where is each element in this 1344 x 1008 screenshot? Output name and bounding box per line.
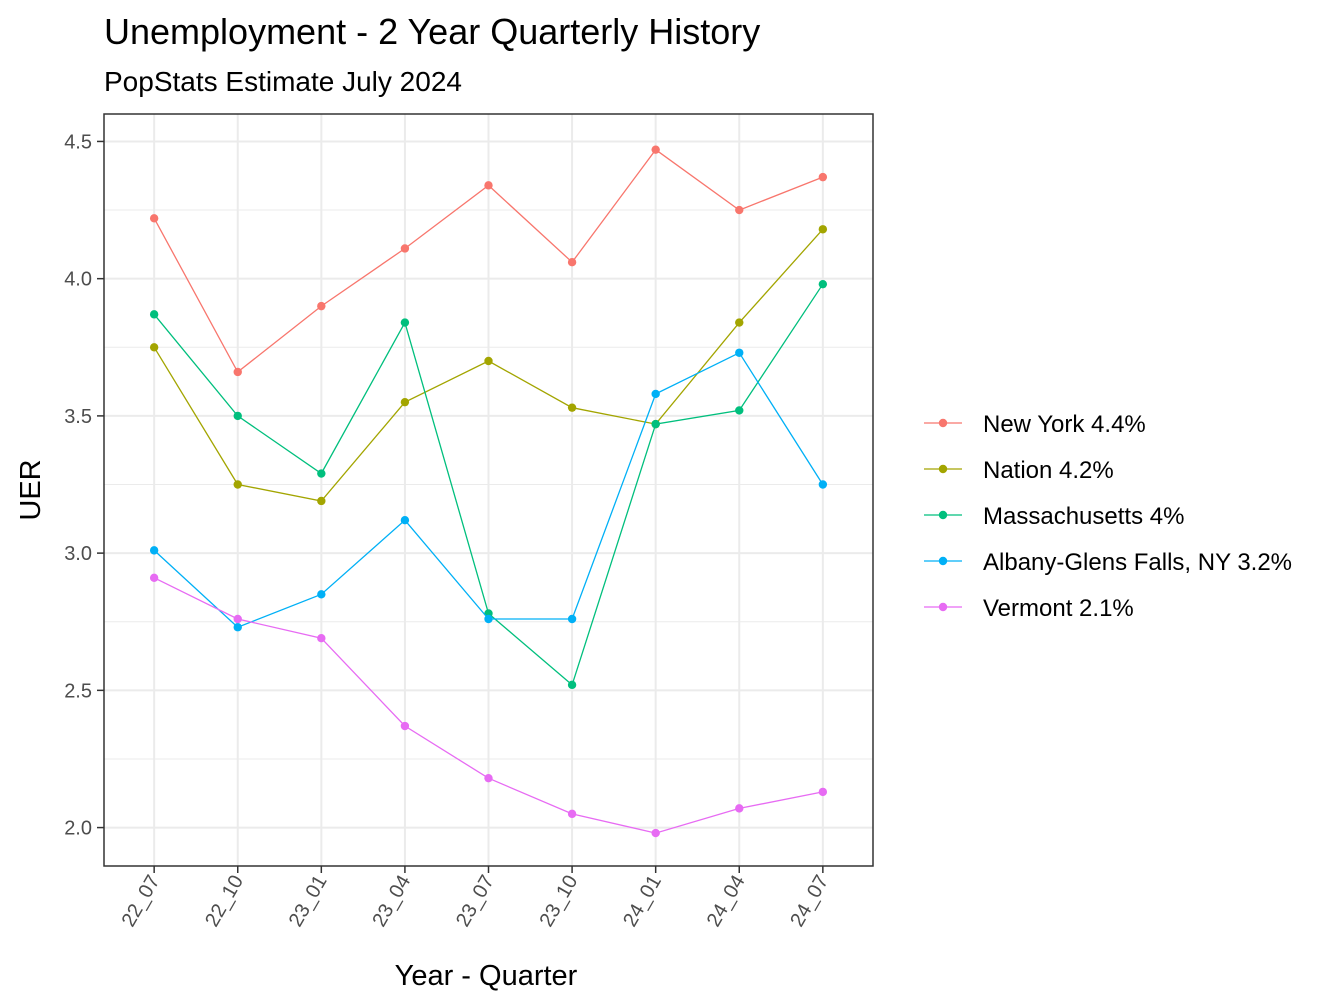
data-point (400, 244, 410, 253)
chart-subtitle: PopStats Estimate July 2024 (104, 66, 462, 97)
data-point (567, 403, 577, 412)
legend-label: Vermont 2.1% (983, 595, 1134, 622)
data-point (317, 301, 326, 311)
data-point (484, 614, 493, 624)
data-point (567, 614, 577, 624)
legend-label: New York 4.4% (983, 411, 1146, 438)
data-point (400, 318, 410, 327)
data-point (233, 480, 242, 489)
y-tick-label: 2.0 (64, 818, 92, 840)
legend-key-point (938, 418, 948, 428)
data-point (651, 828, 660, 838)
data-point (651, 145, 660, 154)
x-axis-title: Year - Quarter (395, 960, 578, 992)
data-point (567, 258, 577, 267)
x-tick-label: 24_07 (786, 872, 833, 931)
data-point (651, 419, 660, 429)
series-layer (149, 145, 828, 838)
data-point (735, 804, 744, 813)
data-point (484, 773, 493, 783)
y-axis-title: UER (15, 459, 47, 520)
data-point (567, 809, 577, 819)
data-point (735, 348, 744, 357)
data-point (149, 546, 159, 555)
legend-item: Massachusetts 4% (924, 503, 1184, 530)
data-point (400, 721, 410, 731)
series-0 (149, 145, 828, 377)
y-tick-label: 2.5 (64, 680, 92, 702)
y-tick-label: 3.5 (64, 406, 92, 428)
data-point (149, 573, 159, 583)
legend-item: Vermont 2.1% (924, 595, 1134, 622)
data-point (567, 680, 577, 690)
legend-label: Massachusetts 4% (983, 503, 1184, 530)
series-4 (149, 573, 828, 838)
data-point (735, 406, 744, 415)
y-tick-label: 4.0 (64, 269, 92, 291)
data-point (317, 496, 326, 506)
y-tick-label: 4.5 (64, 131, 92, 153)
legend-key-point (938, 510, 948, 520)
data-point (735, 205, 744, 215)
data-point (818, 225, 828, 234)
data-point (233, 614, 242, 624)
x-axis: 22_07 22_10 23_01 23_04 23_07 23_10 24_01 24_04… (118, 866, 833, 931)
data-point (818, 480, 828, 489)
data-point (735, 318, 744, 327)
legend-label: Albany-Glens Falls, NY 3.2% (983, 549, 1292, 576)
legend: New York 4.4% Nation 4.2% Massachusetts 4%… (924, 411, 1292, 622)
data-point (651, 389, 660, 399)
data-point (400, 515, 410, 525)
grid-major (104, 114, 873, 866)
x-tick-label: 24_01 (619, 872, 666, 931)
x-tick-label: 23_04 (368, 872, 415, 931)
data-point (818, 279, 828, 289)
data-point (317, 469, 326, 478)
x-tick-label: 23_07 (452, 872, 499, 931)
data-point (233, 411, 242, 421)
data-point (484, 181, 493, 190)
x-tick-label: 24_04 (703, 872, 750, 931)
data-point (818, 787, 828, 797)
y-tick-label: 3.0 (64, 543, 92, 565)
data-point (149, 214, 159, 223)
data-point (233, 623, 242, 632)
data-point (233, 367, 242, 377)
x-tick-label: 22_07 (118, 872, 165, 931)
y-axis: 2.0 2.5 3.0 3.5 4.0 4.5 (64, 131, 104, 840)
x-tick-label: 23_01 (285, 872, 332, 931)
chart-title: Unemployment - 2 Year Quarterly History (104, 11, 760, 52)
legend-key-point (938, 556, 948, 566)
data-point (484, 356, 493, 366)
data-point (317, 634, 326, 643)
data-point (818, 172, 828, 182)
legend-key-point (938, 464, 948, 474)
legend-item: New York 4.4% (924, 411, 1146, 438)
legend-item: Nation 4.2% (924, 457, 1114, 484)
data-point (149, 310, 159, 319)
data-point (317, 590, 326, 599)
legend-item: Albany-Glens Falls, NY 3.2% (924, 549, 1292, 576)
legend-key-point (938, 602, 948, 612)
series-3 (149, 348, 828, 632)
legend-label: Nation 4.2% (983, 457, 1114, 484)
series-1 (149, 225, 828, 506)
data-point (400, 397, 410, 407)
x-tick-label: 23_10 (536, 872, 583, 931)
data-point (149, 343, 159, 352)
x-tick-label: 22_10 (201, 872, 248, 931)
